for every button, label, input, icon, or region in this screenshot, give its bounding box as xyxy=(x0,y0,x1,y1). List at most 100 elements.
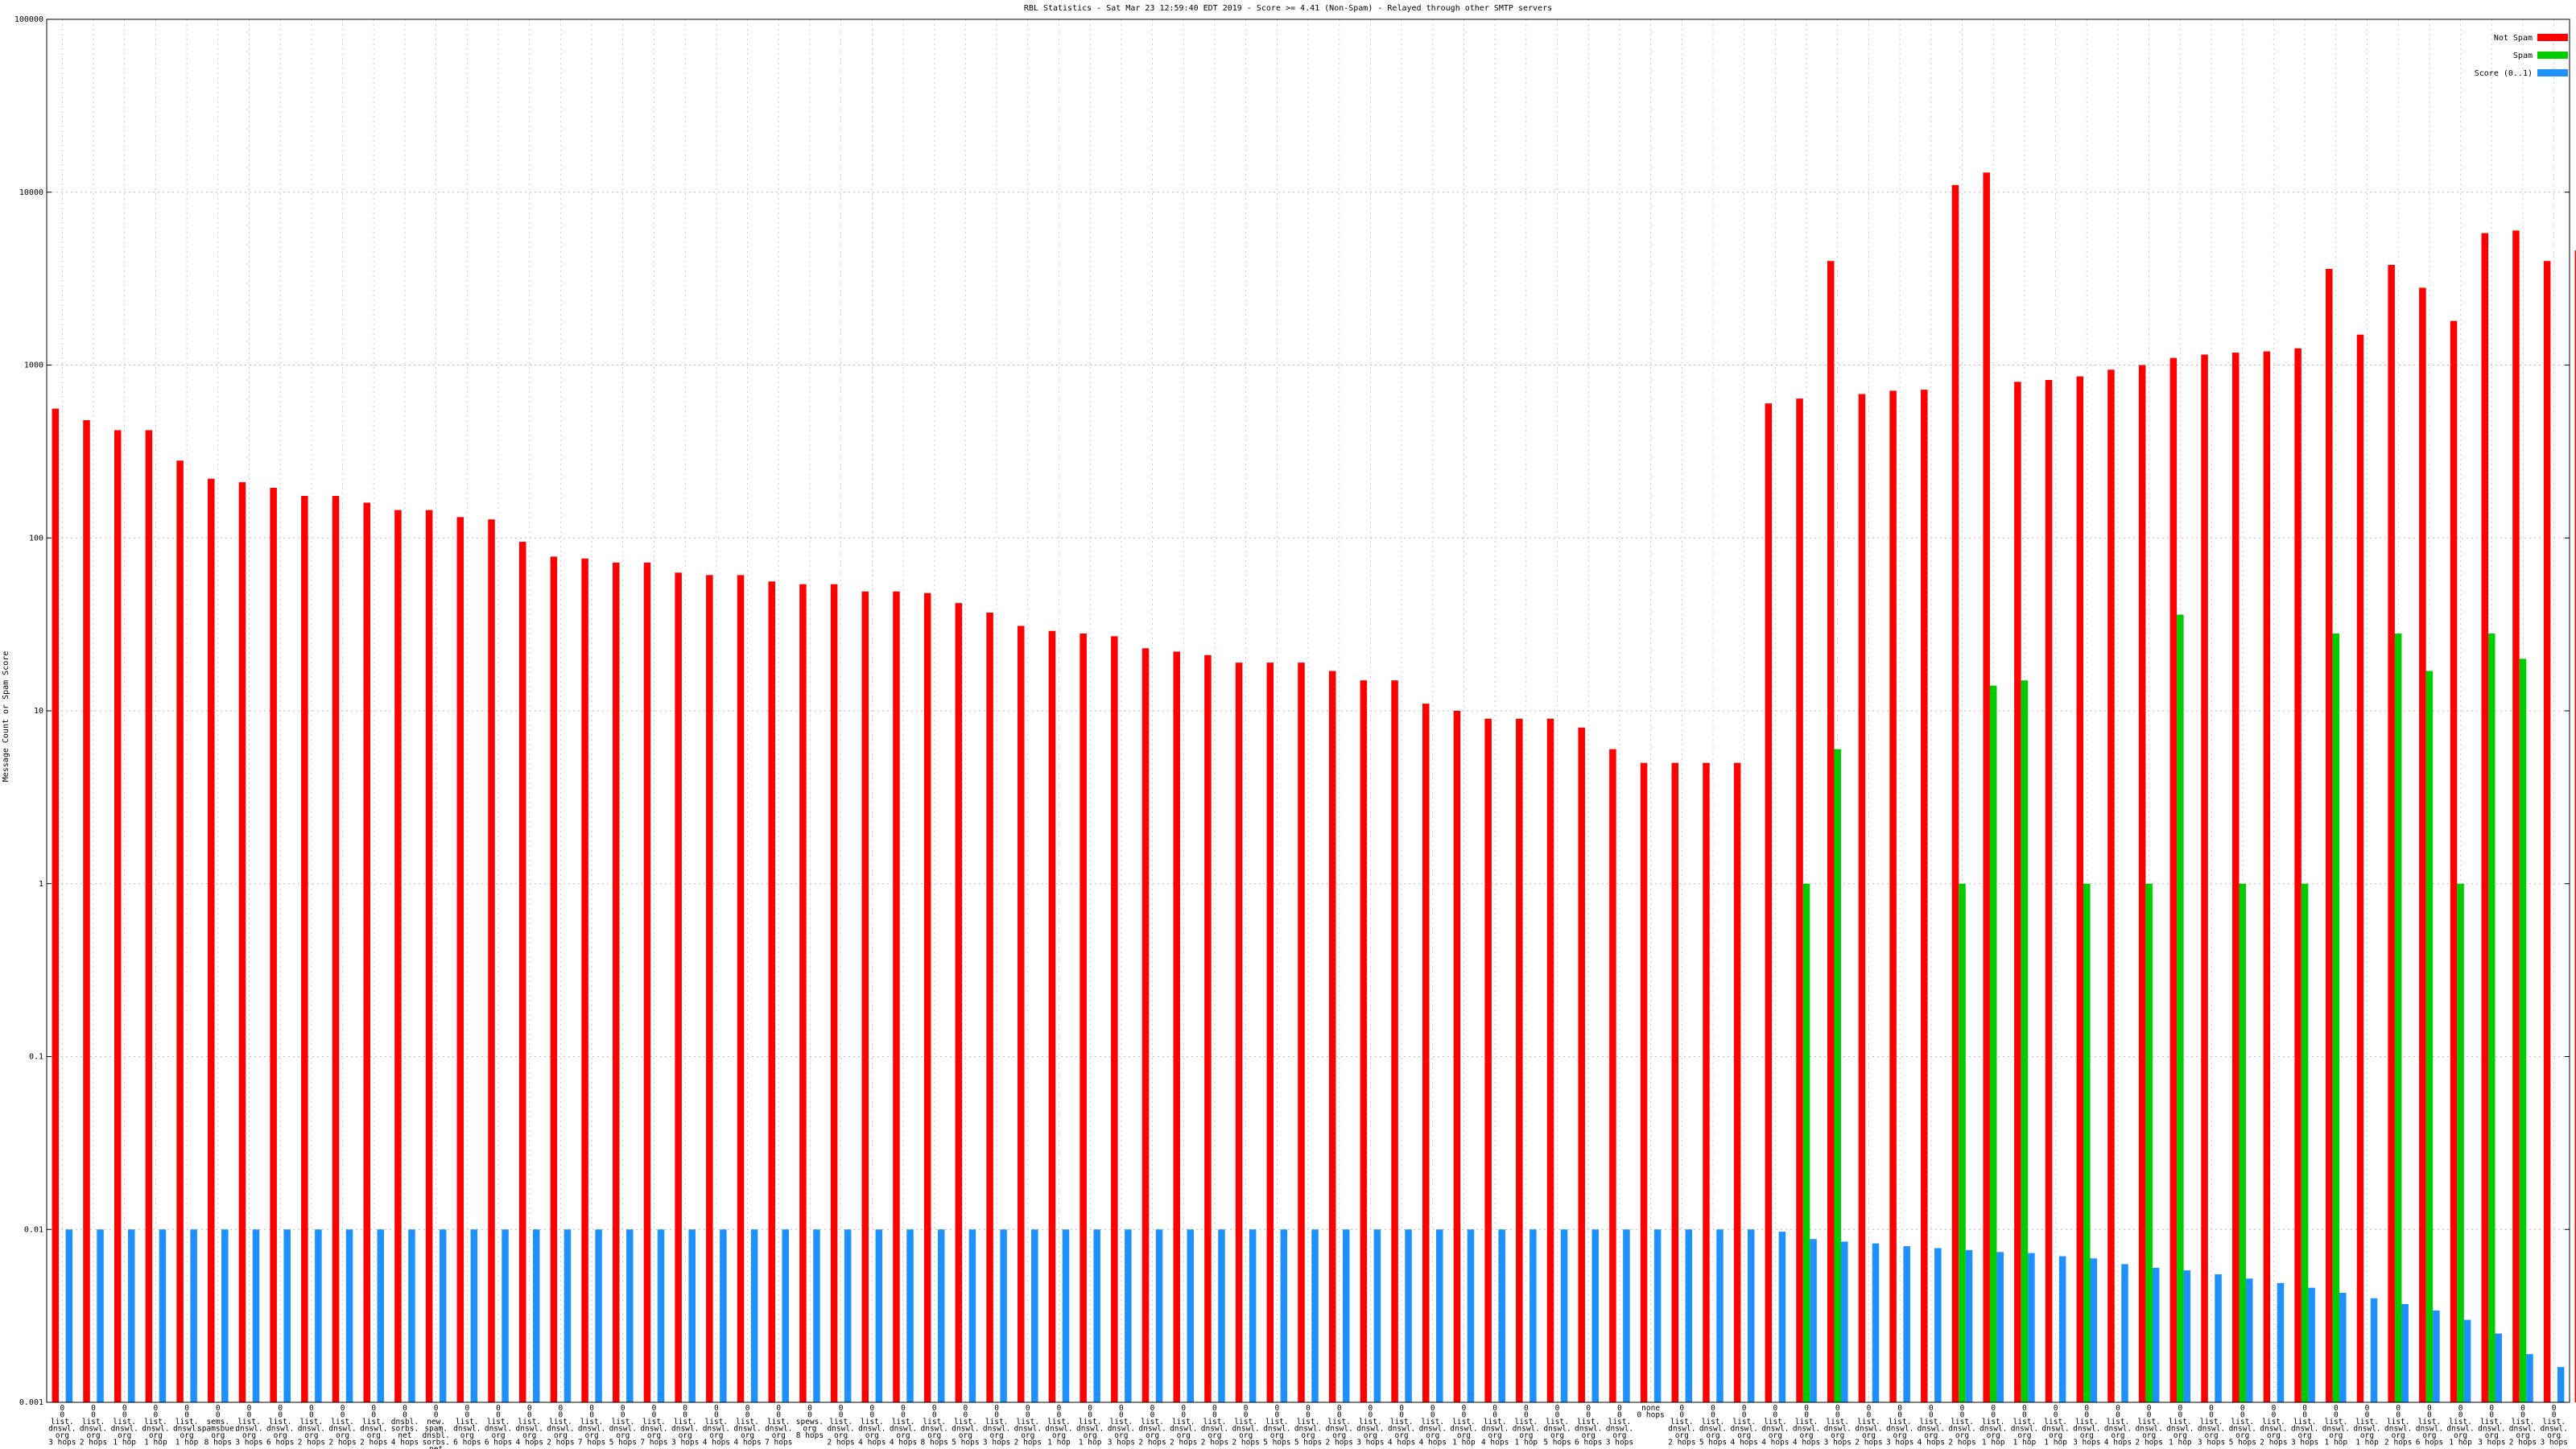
bar-0-38 xyxy=(1235,663,1243,1402)
x-category-label: 0 0 list. dnswl. org 3 hops xyxy=(1824,1404,1852,1447)
y-tick-label: 10 xyxy=(34,707,43,716)
bar-0-71 xyxy=(2263,351,2271,1402)
bar-2-41 xyxy=(1342,1229,1350,1402)
bar-0-44 xyxy=(1422,704,1430,1402)
bar-2-42 xyxy=(1373,1229,1381,1402)
bar-0-17 xyxy=(581,558,588,1403)
x-category-label: 0 0 list. dnswl. org 5 hops xyxy=(1699,1404,1727,1447)
bar-2-10 xyxy=(377,1229,385,1402)
legend-label: Not Spam xyxy=(2494,34,2533,43)
bar-1-79 xyxy=(2519,658,2527,1402)
bar-2-6 xyxy=(252,1229,260,1402)
bar-2-34 xyxy=(1125,1229,1132,1402)
bar-0-57 xyxy=(1827,261,1835,1402)
bar-0-67 xyxy=(2138,365,2146,1402)
bar-0-58 xyxy=(1858,394,1866,1402)
bar-2-47 xyxy=(1530,1229,1537,1402)
bar-1-61 xyxy=(1959,883,1966,1402)
x-category-label: 0 0 list. dnswl. org 1 hop xyxy=(2011,1404,2038,1447)
bar-1-63 xyxy=(2021,680,2029,1402)
bar-2-39 xyxy=(1280,1229,1288,1402)
x-category-label: 0 0 list. dnswl. org 5 hops xyxy=(1294,1404,1322,1447)
y-tick-label: 1 xyxy=(39,880,43,889)
x-category-label: 0 0 list. dnswl. org 2 hops xyxy=(1014,1404,1042,1447)
bar-2-27 xyxy=(906,1229,914,1402)
bar-0-37 xyxy=(1204,654,1212,1402)
bar-2-56 xyxy=(1810,1239,1817,1402)
bar-0-5 xyxy=(208,478,215,1402)
bar-0-15 xyxy=(518,542,526,1402)
x-category-label: 0 0 list. dnswl. org 3 hops xyxy=(671,1404,699,1447)
x-category-label: 0 0 list. dnswl. org 2 hops xyxy=(298,1404,325,1447)
bar-0-77 xyxy=(2450,320,2458,1403)
x-category-label: 0 0 list. dnswl. org 2 hops xyxy=(2260,1404,2287,1447)
bar-0-29 xyxy=(955,603,963,1402)
x-category-label: 0 0 list. dnswl. org 5 hops xyxy=(1263,1404,1290,1447)
bar-0-10 xyxy=(363,502,371,1402)
x-category-label: 0 0 list. dnswl. org 6 hops xyxy=(453,1404,481,1447)
x-category-label: 0 0 list. dnswl. org 1 hop xyxy=(1045,1404,1072,1447)
bar-0-41 xyxy=(1328,671,1336,1402)
x-category-label: 0 0 list. dnswl. org 3 hops xyxy=(2073,1404,2100,1447)
x-category-label: 0 0 list. dnswl. org 7 hops xyxy=(578,1404,605,1447)
legend-swatch xyxy=(2537,69,2568,76)
x-category-label: 0 0 list. dnswl. org 8 hops xyxy=(921,1404,948,1447)
bar-0-19 xyxy=(643,562,651,1402)
x-category-label: 0 0 list. dnswl. org 1 hop xyxy=(2322,1404,2350,1447)
x-category-label: 0 0 list. dnswl. org 3 hops xyxy=(2291,1404,2318,1447)
bar-2-75 xyxy=(2401,1303,2409,1402)
x-category-label: 0 0 list. dnswl. org 1 hop xyxy=(1979,1404,2007,1447)
bar-0-81 xyxy=(2574,250,2576,1403)
x-category-label: 0 0 list. dnswl. org 7 hops xyxy=(640,1404,667,1447)
x-category-label: 0 0 spews. org 8 hops xyxy=(796,1404,824,1440)
bar-0-22 xyxy=(737,575,745,1403)
bar-2-43 xyxy=(1405,1229,1412,1402)
bar-0-49 xyxy=(1578,727,1585,1402)
bar-0-70 xyxy=(2231,353,2240,1402)
bar-2-72 xyxy=(2308,1287,2315,1402)
bar-1-67 xyxy=(2145,883,2153,1402)
x-category-label: 0 0 list. dnswl. org 1 hop xyxy=(2353,1404,2380,1447)
bar-0-24 xyxy=(799,584,807,1402)
x-category-label: 0 0 list. dnswl. org 2 hops xyxy=(1948,1404,1975,1447)
bar-1-75 xyxy=(2394,633,2402,1402)
bar-1-57 xyxy=(1834,749,1842,1402)
bar-2-64 xyxy=(2058,1256,2066,1402)
bar-0-72 xyxy=(2294,348,2301,1402)
bar-2-26 xyxy=(875,1229,883,1402)
bar-2-48 xyxy=(1560,1229,1568,1402)
bar-2-66 xyxy=(2121,1264,2128,1402)
bar-0-34 xyxy=(1111,636,1118,1402)
bar-2-9 xyxy=(345,1229,353,1402)
bar-0-50 xyxy=(1609,749,1616,1402)
x-category-label: 0 0 list. dnswl. org 1 hop xyxy=(2446,1404,2474,1447)
bar-2-16 xyxy=(564,1229,572,1402)
x-category-label: 0 0 list. dnswl. org 1 hop xyxy=(2041,1404,2069,1447)
bar-2-68 xyxy=(2183,1270,2191,1402)
bar-0-51 xyxy=(1640,762,1648,1402)
bar-2-5 xyxy=(221,1229,229,1402)
x-category-label: none 0 hops xyxy=(1637,1404,1664,1420)
y-tick-label: 0.01 xyxy=(24,1225,43,1234)
x-category-label: 0 0 list. dnswl. org 4 hops xyxy=(858,1404,886,1447)
bar-0-7 xyxy=(270,487,277,1402)
bar-2-30 xyxy=(1000,1229,1007,1402)
bar-0-75 xyxy=(2388,264,2395,1403)
x-category-label: 0 0 list. dnswl. org 3 hops xyxy=(983,1404,1010,1447)
x-category-label: 0 0 list. dnswl. org 2 hops xyxy=(2384,1404,2412,1447)
bar-2-13 xyxy=(470,1229,478,1402)
bar-0-60 xyxy=(1921,390,1928,1403)
bar-2-53 xyxy=(1716,1229,1724,1402)
x-category-label: 0 0 list. dnswl. org 6 hops xyxy=(485,1404,512,1447)
bar-2-36 xyxy=(1187,1229,1195,1402)
legend-swatch xyxy=(2537,34,2568,41)
bar-0-65 xyxy=(2076,376,2084,1403)
bar-1-62 xyxy=(1989,685,1997,1402)
bar-0-68 xyxy=(2169,357,2178,1402)
bar-0-42 xyxy=(1360,680,1368,1402)
bar-2-69 xyxy=(2215,1274,2222,1402)
bar-2-40 xyxy=(1311,1229,1319,1402)
x-category-label: 0 0 list. dnswl. org 2 hops xyxy=(1232,1404,1259,1447)
bar-2-49 xyxy=(1591,1229,1599,1402)
